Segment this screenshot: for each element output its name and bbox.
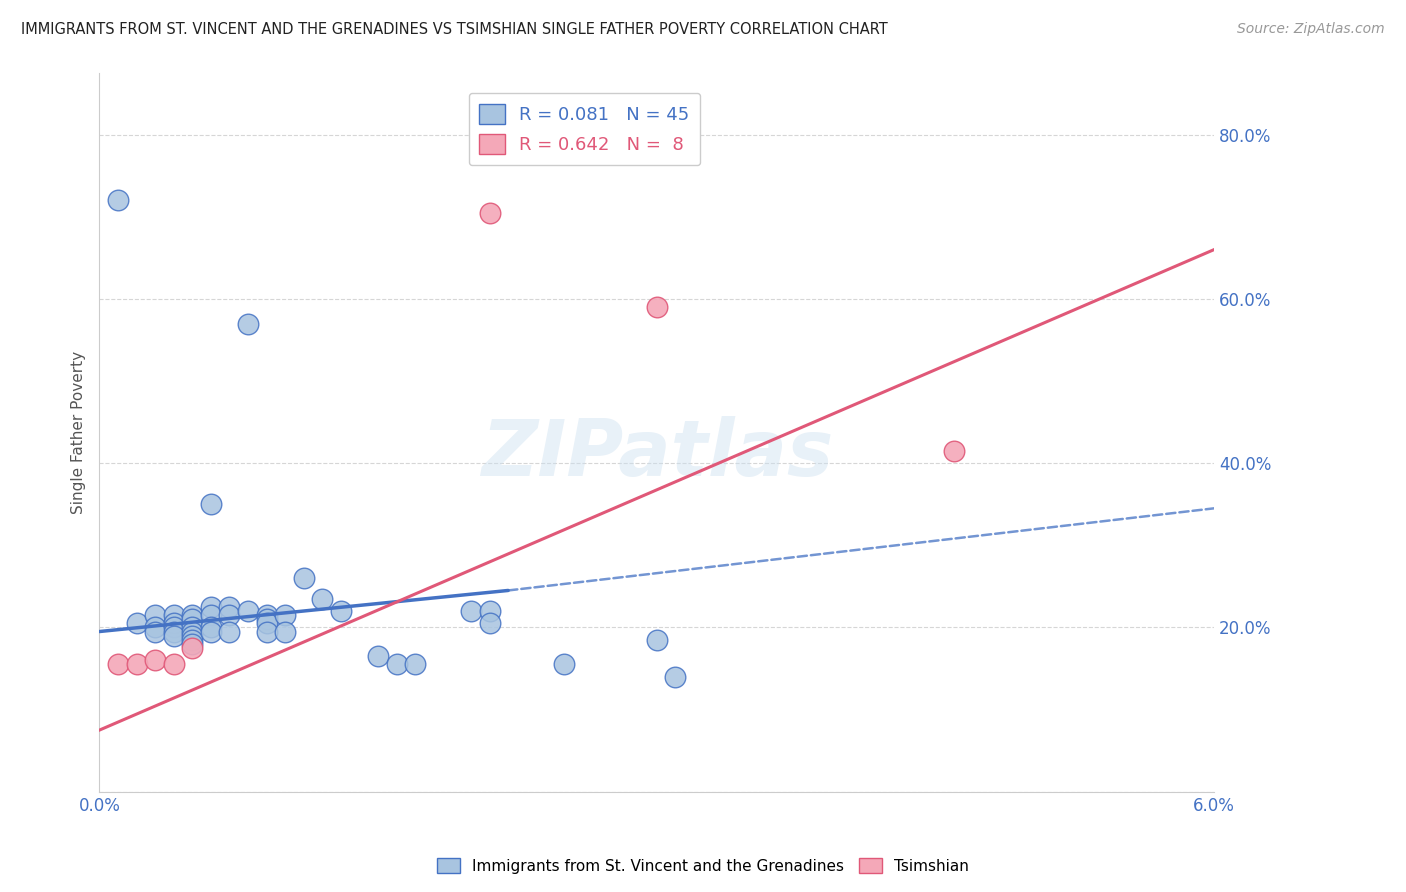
Point <box>125 616 148 631</box>
Point <box>478 205 501 219</box>
Point <box>478 604 501 618</box>
Point <box>143 620 166 634</box>
Text: IMMIGRANTS FROM ST. VINCENT AND THE GRENADINES VS TSIMSHIAN SINGLE FATHER POVERT: IMMIGRANTS FROM ST. VINCENT AND THE GREN… <box>21 22 887 37</box>
Point <box>163 624 186 639</box>
Point <box>256 616 278 631</box>
Point <box>645 632 668 647</box>
Point <box>256 612 278 626</box>
Point <box>143 624 166 639</box>
Point <box>163 620 186 634</box>
Point <box>478 616 501 631</box>
Point <box>181 637 204 651</box>
Point <box>311 591 333 606</box>
Point <box>460 604 482 618</box>
Point <box>367 649 389 664</box>
Point <box>107 657 129 672</box>
Point <box>404 657 426 672</box>
Point <box>200 608 222 623</box>
Point <box>163 616 186 631</box>
Point <box>645 300 668 314</box>
Point <box>143 653 166 667</box>
Text: ZIPatlas: ZIPatlas <box>481 416 832 491</box>
Point <box>943 443 966 458</box>
Point <box>664 670 686 684</box>
Point <box>218 599 240 614</box>
Point <box>163 608 186 623</box>
Point <box>200 620 222 634</box>
Point <box>256 624 278 639</box>
Point <box>553 657 575 672</box>
Point <box>143 608 166 623</box>
Point <box>274 608 297 623</box>
Point <box>218 624 240 639</box>
Point <box>163 629 186 643</box>
Point <box>292 571 315 585</box>
Point <box>274 624 297 639</box>
Point <box>200 599 222 614</box>
Text: Source: ZipAtlas.com: Source: ZipAtlas.com <box>1237 22 1385 37</box>
Legend: Immigrants from St. Vincent and the Grenadines, Tsimshian: Immigrants from St. Vincent and the Gren… <box>430 852 976 880</box>
Point <box>181 620 204 634</box>
Point <box>181 632 204 647</box>
Point <box>329 604 352 618</box>
Point <box>181 640 204 655</box>
Point <box>181 624 204 639</box>
Point <box>385 657 408 672</box>
Point <box>236 317 259 331</box>
Point <box>181 612 204 626</box>
Point <box>163 657 186 672</box>
Point <box>125 657 148 672</box>
Point <box>200 497 222 511</box>
Point <box>256 608 278 623</box>
Point <box>107 194 129 208</box>
Y-axis label: Single Father Poverty: Single Father Poverty <box>72 351 86 514</box>
Legend: R = 0.081   N = 45, R = 0.642   N =  8: R = 0.081 N = 45, R = 0.642 N = 8 <box>468 93 700 165</box>
Point <box>181 629 204 643</box>
Point <box>181 608 204 623</box>
Point <box>218 608 240 623</box>
Point <box>200 624 222 639</box>
Point <box>236 604 259 618</box>
